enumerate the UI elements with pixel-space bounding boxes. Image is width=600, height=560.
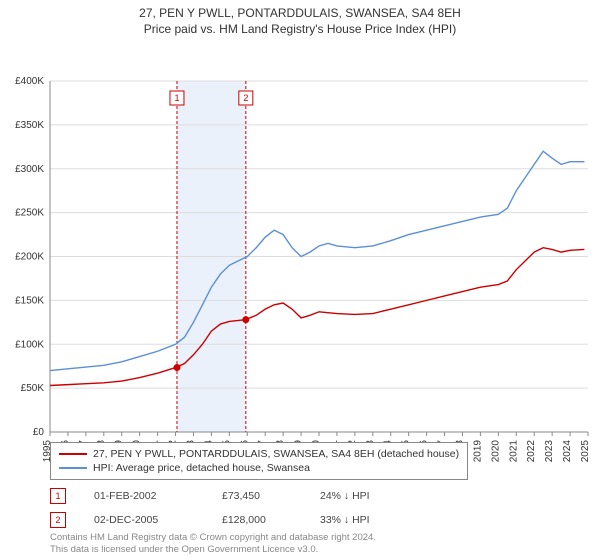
y-axis-label: £200K xyxy=(15,252,44,263)
table-row: 1 01-FEB-2002 £73,450 24% ↓ HPI xyxy=(50,484,400,508)
y-axis-label: £350K xyxy=(15,120,44,131)
legend-label: 27, PEN Y PWLL, PONTARDDULAIS, SWANSEA, … xyxy=(93,448,459,460)
legend-label: HPI: Average price, detached house, Swan… xyxy=(93,462,310,474)
table-row: 2 02-DEC-2005 £128,000 33% ↓ HPI xyxy=(50,508,400,532)
sale-price: £73,450 xyxy=(222,490,292,502)
x-axis-label: 2023 xyxy=(544,440,555,463)
footer-line2: This data is licensed under the Open Gov… xyxy=(50,544,376,556)
chart-title: 27, PEN Y PWLL, PONTARDDULAIS, SWANSEA, … xyxy=(0,0,600,37)
sales-table: 1 01-FEB-2002 £73,450 24% ↓ HPI 2 02-DEC-2005… xyxy=(50,484,400,532)
x-axis-label: 2019 xyxy=(472,440,483,463)
y-axis-label: £0 xyxy=(33,427,45,438)
title-address: 27, PEN Y PWLL, PONTARDDULAIS, SWANSEA, … xyxy=(0,6,600,22)
sale-number-icon: 1 xyxy=(50,488,66,504)
y-axis-label: £250K xyxy=(15,208,44,219)
x-axis-label: 2020 xyxy=(490,440,501,463)
chart-legend: 27, PEN Y PWLL, PONTARDDULAIS, SWANSEA, … xyxy=(50,442,468,480)
footer-line1: Contains HM Land Registry data © Crown c… xyxy=(50,532,376,544)
series-property xyxy=(50,248,584,386)
legend-swatch xyxy=(59,453,87,455)
legend-swatch xyxy=(59,467,87,469)
sale-date: 01-FEB-2002 xyxy=(94,490,194,502)
sale-marker-number: 2 xyxy=(243,93,248,103)
series-hpi xyxy=(50,151,584,370)
sale-delta: 33% ↓ HPI xyxy=(320,514,400,526)
chart-footer: Contains HM Land Registry data © Crown c… xyxy=(50,532,376,557)
y-axis-label: £50K xyxy=(21,383,45,394)
sale-marker-number: 1 xyxy=(174,93,179,103)
sale-point xyxy=(242,316,249,323)
y-axis-label: £100K xyxy=(15,339,44,350)
price-chart: £0 £50K £100K £150K £200K £250K £300K £350K £400… xyxy=(0,37,600,477)
y-axis-label: £150K xyxy=(15,296,44,307)
x-axis-label: 2024 xyxy=(562,440,573,463)
sale-price: £128,000 xyxy=(222,514,292,526)
x-axis-label: 2025 xyxy=(580,440,591,463)
sale-point xyxy=(173,364,180,371)
title-subtitle: Price paid vs. HM Land Registry's House … xyxy=(0,22,600,38)
x-axis-label: 2021 xyxy=(508,440,519,463)
legend-item: 27, PEN Y PWLL, PONTARDDULAIS, SWANSEA, … xyxy=(59,447,459,461)
y-axis-label: £300K xyxy=(15,164,44,175)
y-axis-label: £400K xyxy=(15,76,44,87)
x-axis-label: 2022 xyxy=(526,440,537,463)
legend-item: HPI: Average price, detached house, Swan… xyxy=(59,461,459,475)
sale-date: 02-DEC-2005 xyxy=(94,514,194,526)
sale-delta: 24% ↓ HPI xyxy=(320,490,400,502)
sale-number-icon: 2 xyxy=(50,512,66,528)
